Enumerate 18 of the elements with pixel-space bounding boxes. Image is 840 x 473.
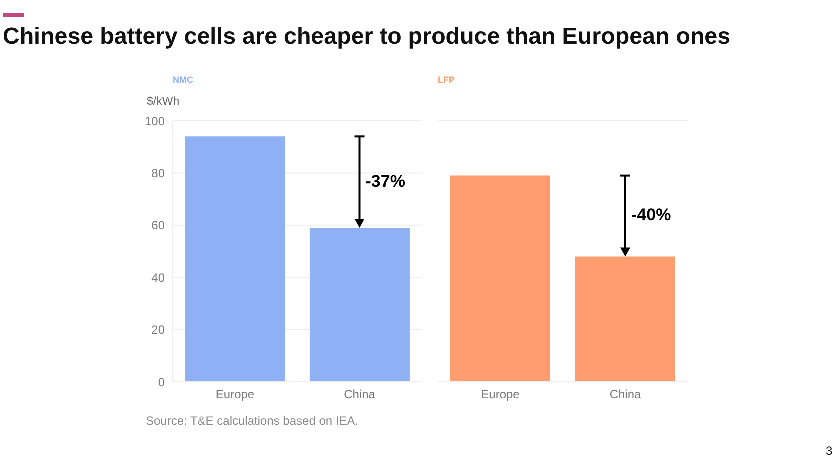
x-tick-label: Europe: [216, 388, 255, 402]
chart-subtitle: LFP: [438, 75, 455, 85]
y-tick-label: 60: [152, 218, 166, 233]
chart-subtitle: NMC: [173, 75, 194, 85]
x-tick-label: Europe: [481, 388, 520, 402]
x-tick-label: China: [610, 388, 642, 402]
annotation: -37%: [366, 172, 406, 191]
annotation: -40%: [632, 206, 672, 225]
source-note: Source: T&E calculations based on IEA.: [146, 414, 359, 428]
text: 3: [826, 444, 833, 458]
y-tick-label: 80: [152, 166, 166, 180]
chart-title: Chinese battery cells are cheaper to produce than European ones: [3, 23, 731, 50]
y-tick-label: 20: [152, 323, 166, 338]
y-tick-label: 0: [158, 375, 166, 390]
y-axis-title: $/kWh: [147, 96, 180, 108]
x-tick-label: China: [344, 388, 376, 402]
y-tick-label: 100: [144, 114, 166, 128]
y-tick-label: 40: [152, 270, 166, 285]
